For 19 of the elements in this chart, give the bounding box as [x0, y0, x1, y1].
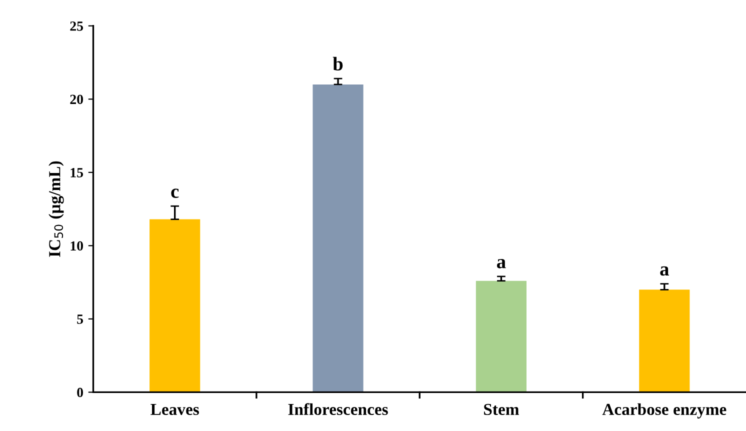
y-tick-label: 15: [70, 168, 84, 178]
bar: [639, 290, 690, 392]
y-tick-label: 0: [77, 388, 83, 398]
x-tick-label: Inflorescences: [288, 403, 388, 416]
x-tick-label: Stem: [484, 404, 519, 416]
bar: [476, 280, 527, 392]
bar: [150, 219, 200, 392]
annotation: a: [660, 266, 669, 276]
y-tick-label: 20: [70, 94, 83, 104]
x-tick-label: Leaves: [150, 404, 199, 416]
y-tick-label: 10: [70, 241, 83, 251]
annotation: c: [171, 188, 179, 198]
y-tick-label: 25: [70, 21, 84, 31]
bar: [312, 84, 364, 392]
annotation: a: [496, 259, 506, 268]
y-tick-label: 5: [77, 314, 84, 324]
y-axis-title: IC$_{50}$ (µg/mL): [48, 161, 64, 257]
annotation: b: [332, 56, 343, 70]
x-tick-label: Acarbose enzyme: [602, 403, 726, 418]
